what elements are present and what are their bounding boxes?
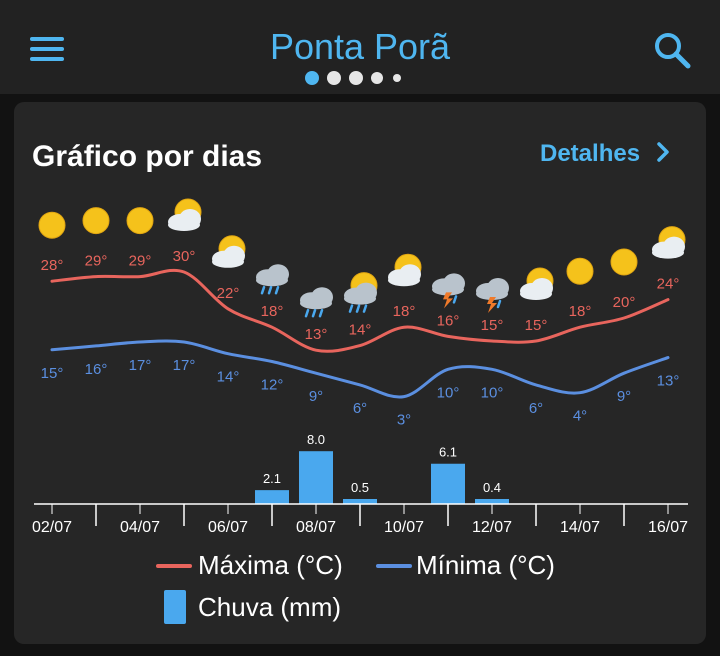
max-temp-label: 16° — [437, 312, 460, 329]
x-tick-label: 02/07 — [32, 519, 72, 536]
city-title[interactable]: Ponta Porã — [269, 26, 451, 67]
details-link[interactable]: Detalhes — [540, 140, 673, 168]
page-dot[interactable] — [371, 72, 383, 84]
hamburger-menu-icon[interactable] — [28, 34, 68, 64]
x-tick-label: 14/07 — [560, 519, 600, 536]
max-temp-label: 24° — [657, 276, 680, 293]
min-temp-label: 4° — [573, 408, 587, 425]
max-temp-label: 22° — [217, 285, 240, 302]
x-tick-label: 04/07 — [120, 519, 160, 536]
x-tick-label: 12/07 — [472, 519, 512, 536]
min-temp-label: 17° — [173, 357, 196, 374]
max-temp-label: 18° — [393, 303, 416, 320]
page-dot[interactable] — [393, 74, 401, 82]
max-temp-label: 18° — [569, 303, 592, 320]
sunny-icon — [566, 257, 594, 285]
max-temp-label: 15° — [481, 317, 504, 334]
daily-chart-card: Gráfico por dias Detalhes 28° 29° 29° 30° 22… — [14, 102, 706, 644]
min-temp-label: 10° — [481, 384, 504, 401]
page-indicator — [305, 70, 415, 86]
rain-value-label: 0.4 — [483, 480, 501, 495]
rain-value-label: 2.1 — [263, 471, 281, 486]
partly-cloudy-rain-icon — [344, 272, 378, 313]
x-tick-label: 16/07 — [648, 519, 688, 536]
min-temp-label: 3° — [397, 412, 411, 429]
max-temp-label: 20° — [613, 294, 636, 311]
partly-cloudy-icon — [652, 226, 686, 259]
max-temp-line — [50, 268, 670, 353]
rain-bar — [475, 499, 509, 504]
max-temp-label: 13° — [305, 326, 328, 343]
partly-cloudy-icon — [168, 198, 202, 231]
cloudy-rain-icon — [300, 287, 333, 318]
max-temp-label: 28° — [41, 257, 64, 274]
partly-cloudy-icon — [520, 267, 554, 300]
rain-value-label: 0.5 — [351, 480, 369, 495]
max-temp-label: 18° — [261, 303, 284, 320]
legend-rain-label: Chuva (mm) — [198, 592, 342, 622]
chevron-right-icon — [656, 142, 669, 162]
details-label: Detalhes — [540, 140, 641, 167]
thunderstorm-icon — [432, 273, 465, 309]
min-temp-label: 14° — [217, 369, 240, 386]
daily-chart: 28° 29° 29° 30° 22° 18° 13° 14° 18° 16° 15° 15° 18° 2… — [32, 198, 688, 536]
partly-cloudy-icon — [212, 235, 246, 268]
max-temp-label: 14° — [349, 322, 372, 339]
x-tick-label: 10/07 — [384, 519, 424, 536]
min-temp-line — [50, 339, 670, 399]
x-tick-label: 08/07 — [296, 519, 336, 536]
min-temp-label: 13° — [657, 373, 680, 390]
min-temp-label: 9° — [309, 388, 323, 405]
rain-bar — [431, 463, 465, 504]
legend-min-label: Mínima (°C) — [416, 550, 555, 580]
legend-max-label: Máxima (°C) — [198, 550, 343, 580]
page-dot[interactable] — [327, 71, 341, 85]
rain-bar — [255, 490, 289, 504]
rain-value-label: 6.1 — [439, 445, 457, 460]
partly-cloudy-icon — [388, 253, 422, 287]
search-icon[interactable] — [650, 28, 694, 72]
cloudy-rain-icon — [256, 264, 289, 295]
rain-bar — [299, 451, 333, 504]
thunderstorm-icon — [476, 278, 509, 313]
page-dot[interactable] — [349, 71, 363, 85]
max-temp-label: 29° — [129, 253, 152, 270]
legend-min-line — [376, 564, 412, 568]
min-temp-label: 17° — [129, 357, 152, 374]
min-temp-label: 6° — [529, 400, 543, 417]
top-app-bar: Ponta Porã — [0, 0, 720, 94]
min-temp-label: 16° — [85, 361, 108, 378]
page-dot[interactable] — [305, 71, 319, 85]
card-title: Gráfico por dias — [32, 140, 263, 173]
min-temp-label: 6° — [353, 400, 367, 417]
max-temp-label: 15° — [525, 317, 548, 334]
max-temp-label: 30° — [173, 248, 196, 265]
min-temp-label: 10° — [437, 384, 460, 401]
x-tick-label: 06/07 — [208, 519, 248, 536]
min-temp-label: 12° — [261, 377, 284, 394]
min-temp-label: 15° — [41, 365, 64, 382]
min-temp-label: 9° — [617, 388, 631, 405]
sunny-icon — [82, 207, 110, 235]
rain-value-label: 8.0 — [307, 432, 325, 447]
sunny-icon — [38, 211, 66, 239]
legend-max-line — [156, 564, 192, 568]
max-temp-label: 29° — [85, 253, 108, 270]
sunny-icon — [610, 248, 638, 276]
rain-bar — [343, 499, 377, 504]
sunny-icon — [126, 207, 154, 235]
legend-rain-bar — [164, 590, 186, 624]
